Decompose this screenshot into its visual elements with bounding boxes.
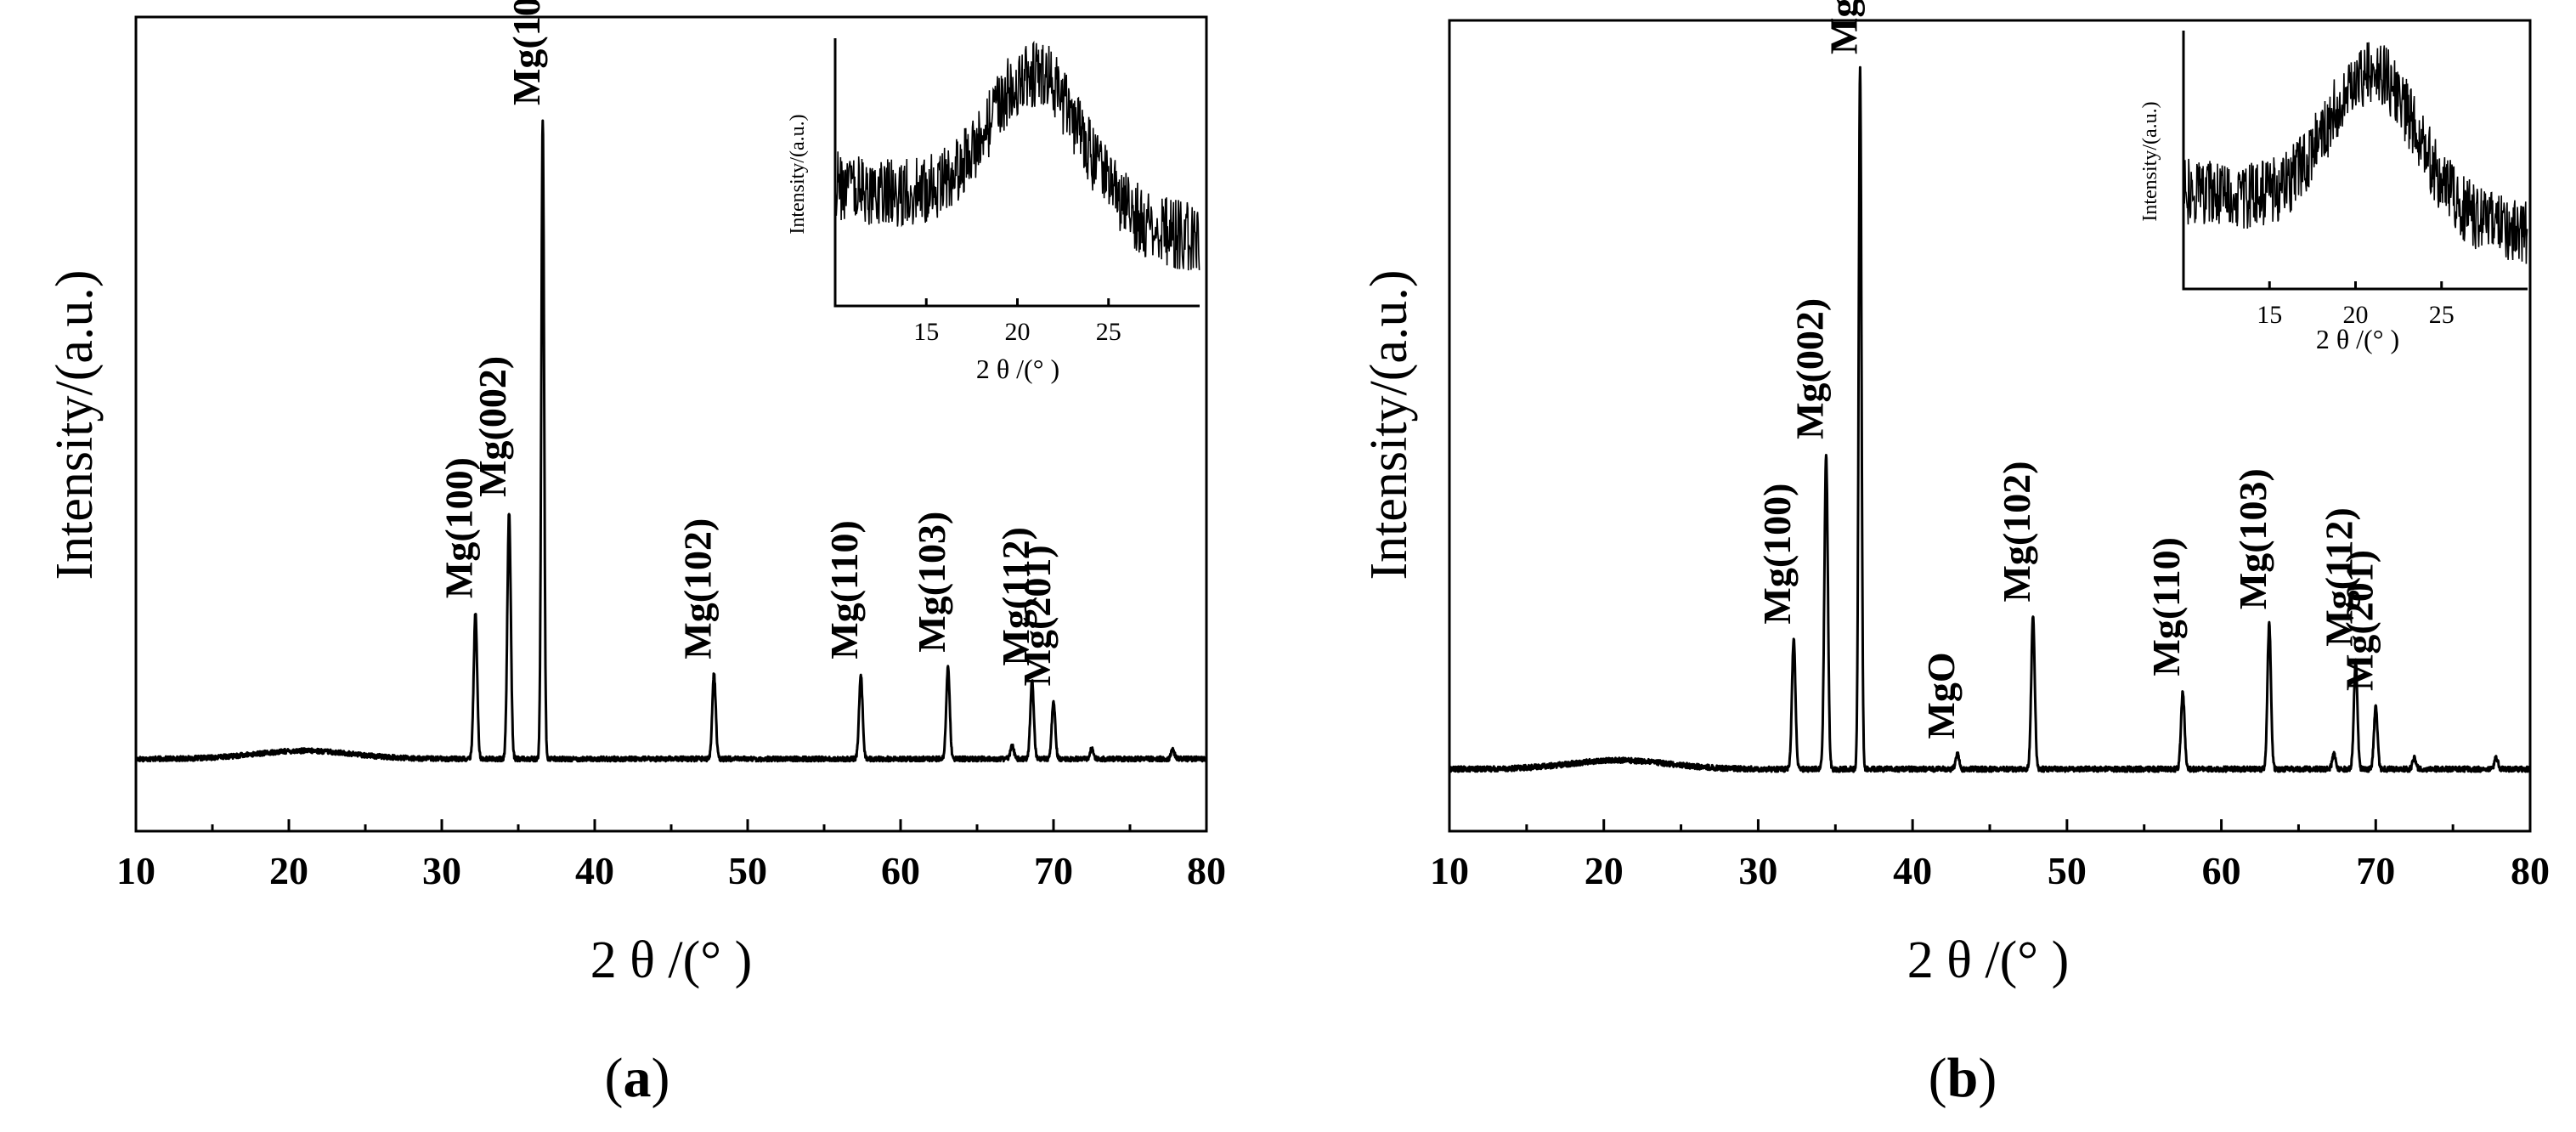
panel-b-caption-letter: b [1947, 1047, 1979, 1109]
x-tick-label: 70 [1034, 849, 1073, 892]
x-tick-label: 50 [728, 849, 767, 892]
x-tick-label: 60 [881, 849, 920, 892]
panel-a-plot-frame [134, 15, 1208, 833]
panel-a-peak-labels: Mg(100)Mg(002) Mg(101) Mg(102) Mg(110) Mg(10… [438, 0, 1059, 686]
peak-label: Mg(112) [994, 527, 1037, 666]
panel-a-x-ticks: 10 20 30 40 50 60 70 80 [116, 819, 1226, 892]
peak-label: Mg(101) [1822, 0, 1865, 54]
panel-a-inset-x-ticks: 15 20 25 [913, 298, 1121, 346]
inset-x-tick-label: 20 [1005, 318, 1031, 346]
inset-x-tick-label: 20 [2343, 301, 2369, 329]
peak-label: Mg(100) [1755, 484, 1799, 625]
panel-a-caption-letter: a [624, 1047, 652, 1109]
panel-a-x-axis-title: 2 θ /(° ) [590, 931, 753, 989]
panel-b-inset-x-ticks: 15 20 25 [2257, 281, 2455, 329]
inset-x-tick-label: 15 [2257, 301, 2282, 329]
inset-x-tick-label: 25 [2429, 301, 2455, 329]
panel-b-caption: (b) [1929, 1047, 1997, 1109]
peak-label: Mg(103) [910, 512, 953, 653]
x-tick-label: 10 [1430, 849, 1469, 892]
panel-a-inset-series [834, 40, 1200, 271]
panel-a-caption: (a) [605, 1047, 670, 1109]
panel-b-y-axis-title: Intensity/(a.u.) [1360, 269, 1418, 580]
peak-label: Mg(201) [1015, 545, 1059, 686]
peak-label: Mg(102) [1995, 461, 2038, 602]
panel-a-inset-axes [833, 38, 1200, 308]
x-tick-label: 40 [575, 849, 614, 892]
peak-label: MgO [1919, 652, 1963, 739]
x-tick-label: 60 [2202, 849, 2241, 892]
panel-a-inset: 15 20 25 2 θ /(° ) Intensity/(a.u.) [787, 38, 1200, 384]
panel-b-inset-axes [2182, 31, 2528, 291]
peak-label: Mg(002) [1788, 298, 1831, 439]
panel-a-main-plot: 10 20 30 40 50 60 70 80 Mg(100)Mg(002)Mg(101)Mg… [46, 0, 1226, 989]
panel-b-inset-series [2183, 42, 2528, 264]
peak-label: Mg(101) [505, 0, 548, 105]
x-tick-label: 80 [1187, 849, 1226, 892]
panel-b-x-axis-title: 2 θ /(° ) [1907, 931, 2070, 989]
peak-label: Mg(110) [822, 520, 866, 659]
x-tick-label: 50 [2048, 849, 2087, 892]
peak-label: Mg(112) [2318, 507, 2361, 647]
x-tick-label: 20 [269, 849, 308, 892]
peak-label: Mg(201) [2337, 550, 2381, 691]
x-tick-label: 70 [2356, 849, 2395, 892]
panel-a-y-axis-title: Intensity/(a.u.) [46, 269, 104, 580]
panel-a-inset-x-axis-title: 2 θ /(° ) [976, 354, 1059, 384]
panel-b-x-ticks: 10 20 30 40 50 60 70 80 [1430, 819, 2550, 892]
panel-a-inset-y-axis-title: Intensity/(a.u.) [787, 114, 809, 234]
x-tick-label: 80 [2511, 849, 2550, 892]
peak-label: Mg(103) [2231, 468, 2274, 609]
peak-label: Mg(102) [675, 518, 719, 659]
panel-b-inset-x-axis-title: 2 θ /(° ) [2316, 324, 2399, 354]
panel-b-xrd-series [1448, 65, 2532, 773]
panel-a-xrd-series [134, 119, 1208, 763]
inset-x-tick-label: 15 [913, 318, 939, 346]
x-tick-label: 30 [1738, 849, 1777, 892]
x-tick-label: 20 [1585, 849, 1624, 892]
inset-x-tick-label: 25 [1096, 318, 1121, 346]
panel-b-inset-y-axis-title: Intensity/(a.u.) [2139, 101, 2161, 221]
panel-b-peak-labels: Mg(100) Mg(002) Mg(101) MgO Mg(102) Mg(110) Mg… [1755, 0, 2381, 739]
panel-a-chart: 10 20 30 40 50 60 70 80 Mg(100)Mg(002)Mg(101)Mg… [46, 0, 1226, 1109]
x-tick-label: 40 [1893, 849, 1932, 892]
peak-label: Mg(110) [2144, 537, 2188, 676]
peak-label: Mg(002) [471, 356, 514, 497]
x-tick-label: 30 [422, 849, 461, 892]
x-tick-label: 10 [116, 849, 155, 892]
panel-b-plot-frame [1448, 19, 2532, 833]
peak-label: Mg(100) [438, 457, 481, 598]
panel-b-inset: 15 20 25 2 θ /(° ) Intensity/(a.u.) [2139, 31, 2528, 354]
